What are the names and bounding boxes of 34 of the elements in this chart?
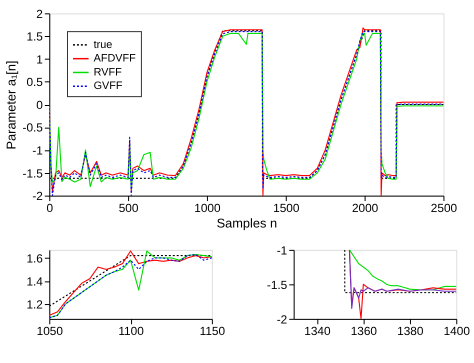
x-tick-label: 500 <box>118 200 139 215</box>
y-axis-title: Parameter a₁[n] <box>4 60 19 150</box>
x-tick-label: 0 <box>46 200 54 215</box>
x-tick-label: 1500 <box>273 200 300 215</box>
y-tick-label: 1.6 <box>26 251 44 266</box>
x-tick-label: 1000 <box>194 200 222 215</box>
y-tick-label: 1 <box>36 52 43 66</box>
x-tick-label: 1400 <box>444 324 470 338</box>
legend-label: GVFF <box>94 80 123 92</box>
x-tick-label: 1050 <box>36 324 64 338</box>
y-tick-label: -1 <box>276 243 288 258</box>
x-tick-label: 1150 <box>200 324 226 338</box>
y-tick-label: 0 <box>36 98 44 112</box>
y-tick-label: -2 <box>276 312 288 326</box>
y-tick-label: -1 <box>32 144 43 158</box>
x-tick-label: 1380 <box>397 324 424 338</box>
x-tick-label: 2500 <box>430 200 458 215</box>
x-tick-label: 1100 <box>118 324 144 338</box>
legend-label: AFDVFF <box>94 52 136 65</box>
x-tick-label: 1360 <box>350 324 378 338</box>
x-tick-label: 2000 <box>352 200 379 215</box>
y-tick-label: 1.4 <box>26 274 44 288</box>
y-tick-label: -0.5 <box>22 120 44 135</box>
y-tick-label: 1.2 <box>26 297 43 312</box>
x-tick-label: 1340 <box>304 324 331 338</box>
legend-label: true <box>94 38 112 51</box>
y-tick-label: 0.5 <box>26 75 44 90</box>
y-tick-label: 1.5 <box>26 30 44 44</box>
y-tick-label: 2 <box>36 6 43 21</box>
y-tick-label: -2 <box>32 189 43 204</box>
y-tick-label: -1.5 <box>266 278 288 292</box>
y-tick-label: -1.5 <box>22 166 44 180</box>
x-axis-title: Samples n <box>216 216 278 231</box>
legend-label: RVFF <box>94 66 122 78</box>
